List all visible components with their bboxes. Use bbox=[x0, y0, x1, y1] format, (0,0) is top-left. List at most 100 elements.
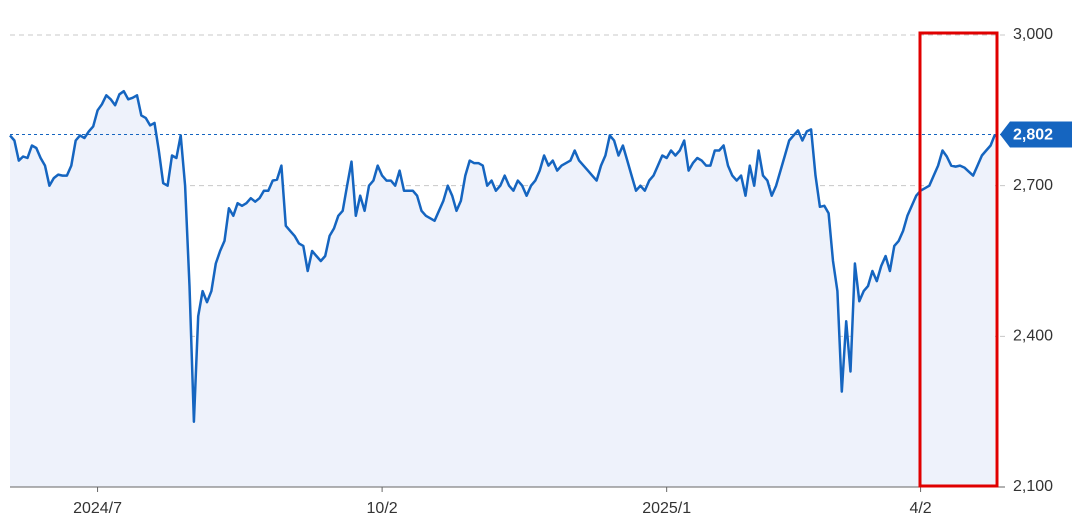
data-point bbox=[9, 135, 10, 136]
data-point bbox=[259, 198, 260, 199]
data-point bbox=[456, 210, 457, 211]
data-point bbox=[872, 270, 873, 271]
data-point bbox=[333, 228, 334, 229]
data-point bbox=[237, 203, 238, 204]
data-point bbox=[185, 185, 186, 186]
data-point bbox=[657, 165, 658, 166]
data-point bbox=[421, 210, 422, 211]
data-point bbox=[850, 371, 851, 372]
data-point bbox=[347, 185, 348, 186]
data-point bbox=[158, 150, 159, 151]
data-point bbox=[635, 190, 636, 191]
data-point bbox=[206, 302, 207, 303]
series-area-fill bbox=[10, 91, 995, 487]
data-point bbox=[351, 161, 352, 162]
data-point bbox=[670, 150, 671, 151]
data-point bbox=[97, 110, 98, 111]
data-point bbox=[762, 175, 763, 176]
data-point bbox=[40, 157, 41, 158]
data-point bbox=[622, 145, 623, 146]
data-point bbox=[509, 185, 510, 186]
current-value-label: 2,802 bbox=[1013, 127, 1053, 144]
data-point bbox=[614, 140, 615, 141]
data-point bbox=[758, 150, 759, 151]
data-point bbox=[649, 180, 650, 181]
data-point bbox=[473, 163, 474, 164]
data-point bbox=[228, 208, 229, 209]
data-point bbox=[171, 155, 172, 156]
data-point bbox=[776, 185, 777, 186]
data-point bbox=[255, 201, 256, 202]
data-point bbox=[867, 286, 868, 287]
data-point bbox=[894, 245, 895, 246]
data-point bbox=[859, 301, 860, 302]
data-point bbox=[557, 170, 558, 171]
data-point bbox=[749, 165, 750, 166]
data-point bbox=[233, 215, 234, 216]
data-point bbox=[863, 291, 864, 292]
data-point bbox=[115, 105, 116, 106]
data-point bbox=[688, 170, 689, 171]
data-point bbox=[517, 180, 518, 181]
data-point bbox=[662, 155, 663, 156]
data-point bbox=[276, 179, 277, 180]
data-point bbox=[723, 145, 724, 146]
data-point bbox=[303, 245, 304, 246]
data-point bbox=[828, 213, 829, 214]
data-point bbox=[692, 163, 693, 164]
data-point bbox=[167, 185, 168, 186]
data-point bbox=[220, 250, 221, 251]
data-point bbox=[294, 235, 295, 236]
data-point bbox=[968, 171, 969, 172]
y-tick-label: 2,100 bbox=[1013, 478, 1053, 495]
data-point bbox=[377, 165, 378, 166]
x-tick-label: 2025/1 bbox=[642, 500, 691, 517]
data-point bbox=[176, 157, 177, 158]
data-point bbox=[452, 195, 453, 196]
data-point bbox=[434, 220, 435, 221]
data-point bbox=[907, 215, 908, 216]
data-point bbox=[579, 160, 580, 161]
data-point bbox=[49, 185, 50, 186]
data-point bbox=[18, 160, 19, 161]
data-point bbox=[544, 155, 545, 156]
data-point bbox=[198, 316, 199, 317]
data-point bbox=[793, 135, 794, 136]
data-point bbox=[342, 210, 343, 211]
data-point bbox=[447, 185, 448, 186]
data-point bbox=[79, 135, 80, 136]
data-point bbox=[141, 115, 142, 116]
data-point bbox=[889, 270, 890, 271]
data-point bbox=[596, 180, 597, 181]
data-point bbox=[714, 150, 715, 151]
data-point bbox=[706, 165, 707, 166]
data-point bbox=[268, 190, 269, 191]
data-point bbox=[263, 190, 264, 191]
data-point bbox=[666, 157, 667, 158]
data-point bbox=[697, 157, 698, 158]
data-point bbox=[631, 175, 632, 176]
data-point bbox=[93, 126, 94, 127]
data-point bbox=[460, 200, 461, 201]
data-point bbox=[224, 240, 225, 241]
data-point bbox=[929, 185, 930, 186]
data-point bbox=[180, 135, 181, 136]
data-point bbox=[916, 195, 917, 196]
data-point bbox=[491, 180, 492, 181]
data-point bbox=[44, 165, 45, 166]
data-point bbox=[386, 180, 387, 181]
data-point bbox=[36, 147, 37, 148]
y-tick-label: 2,700 bbox=[1013, 177, 1053, 194]
data-point bbox=[325, 255, 326, 256]
data-point bbox=[832, 260, 833, 261]
x-tick-label: 4/2 bbox=[909, 500, 931, 517]
data-point bbox=[561, 165, 562, 166]
data-point bbox=[211, 291, 212, 292]
data-point bbox=[84, 137, 85, 138]
data-point bbox=[933, 175, 934, 176]
data-point bbox=[710, 165, 711, 166]
data-point bbox=[298, 243, 299, 244]
data-point bbox=[189, 286, 190, 287]
data-point bbox=[986, 150, 987, 151]
data-point bbox=[951, 165, 952, 166]
